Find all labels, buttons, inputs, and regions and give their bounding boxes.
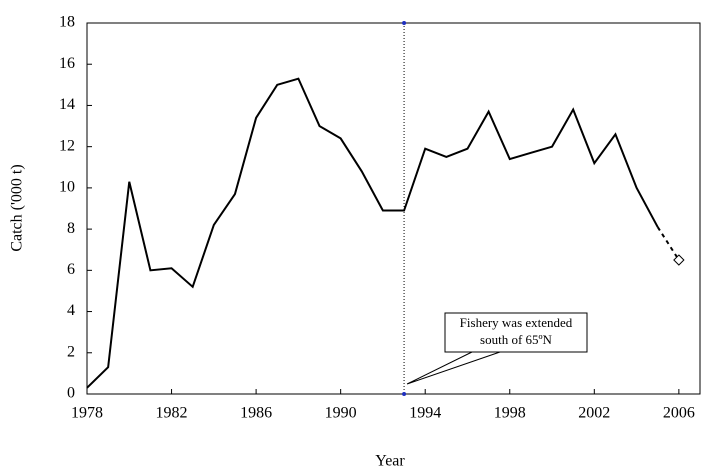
y-tick-label: 6	[67, 261, 75, 278]
series-line	[86, 77, 659, 389]
x-tick-label: 1998	[494, 405, 526, 422]
x-tick-label: 1994	[409, 405, 441, 422]
event-dot	[402, 392, 407, 396]
y-tick-label: 18	[59, 14, 75, 31]
series-line	[656, 226, 680, 261]
y-tick-label: 4	[67, 302, 75, 319]
callout-pointer	[406, 351, 501, 385]
x-tick-label: 2002	[578, 405, 610, 422]
y-tick-label: 16	[59, 55, 75, 72]
x-tick-label: 1990	[325, 405, 357, 422]
x-tick-label: 2006	[663, 405, 695, 422]
x-tick-label: 1978	[71, 405, 103, 422]
point-marker	[673, 254, 685, 266]
annotation: south of 65ºN	[480, 332, 553, 347]
x-tick-label: 1986	[240, 405, 272, 422]
y-tick-label: 2	[67, 343, 75, 360]
y-tick-label: 0	[67, 385, 75, 402]
annotation: Fishery was extended	[460, 315, 573, 330]
x-tick-label: 1982	[156, 405, 188, 422]
y-tick-label: 8	[67, 220, 75, 237]
plot-frame	[86, 22, 701, 395]
y-tick-label: 14	[59, 96, 75, 113]
x-axis-title: Year	[375, 453, 405, 470]
event-dot	[402, 21, 407, 25]
callout-box	[444, 312, 588, 353]
y-axis-title: Catch ('000 t)	[9, 164, 26, 251]
y-tick-label: 12	[59, 137, 75, 154]
y-tick-label: 10	[59, 179, 75, 196]
